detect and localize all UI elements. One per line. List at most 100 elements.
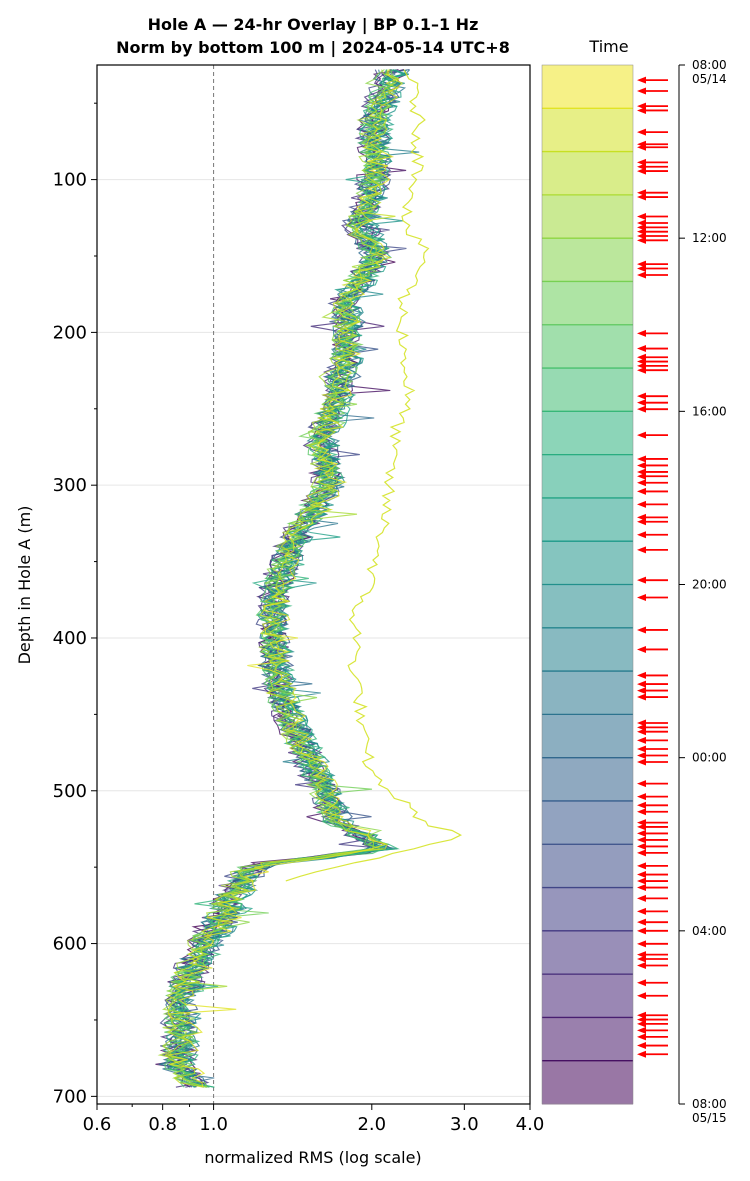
colorbar-tick-label: 16:00 bbox=[692, 404, 727, 418]
colorbar-band bbox=[542, 65, 633, 109]
event-arrow-head bbox=[637, 479, 646, 487]
colorbar-band bbox=[542, 238, 633, 282]
x-tick-label: 0.8 bbox=[148, 1114, 177, 1135]
x-tick-label: 4.0 bbox=[516, 1114, 545, 1135]
colorbar-ticks: 08:0005/1412:0016:0020:0000:0004:0008:00… bbox=[679, 58, 727, 1125]
colorbar-band bbox=[542, 930, 633, 975]
colorbar-band bbox=[542, 454, 633, 499]
event-arrow-head bbox=[637, 264, 646, 272]
colorbar-frame bbox=[541, 64, 634, 1105]
colorbar-band bbox=[542, 714, 633, 759]
hourly-profile-line bbox=[164, 69, 400, 1088]
colorbar-tick-label: 08:00 bbox=[692, 1097, 727, 1111]
colorbar-tick-label: 00:00 bbox=[692, 751, 727, 765]
event-arrow-head bbox=[637, 518, 646, 526]
event-arrow-head bbox=[637, 593, 646, 601]
event-arrow-head bbox=[637, 626, 646, 634]
colorbar-band bbox=[542, 324, 633, 369]
y-tick-label: 500 bbox=[53, 781, 87, 802]
y-axis-label: Depth in Hole A (m) bbox=[15, 506, 34, 665]
colorbar-tick-label: 04:00 bbox=[692, 924, 727, 938]
event-arrow-head bbox=[637, 687, 646, 695]
x-tick-label: 3.0 bbox=[450, 1114, 479, 1135]
event-arrow-head bbox=[637, 1042, 646, 1050]
event-arrow-head bbox=[637, 236, 646, 244]
event-arrow-head bbox=[637, 836, 646, 844]
colorbar-bands bbox=[541, 64, 634, 1105]
x-tick-label: 0.6 bbox=[83, 1114, 112, 1135]
event-arrow-head bbox=[637, 213, 646, 221]
event-arrow-head bbox=[637, 500, 646, 508]
event-arrow-head bbox=[637, 907, 646, 915]
event-arrow-head bbox=[637, 531, 646, 539]
event-arrow-head bbox=[637, 671, 646, 679]
chart-subtitle: Norm by bottom 100 m | 2024-05-14 UTC+8 bbox=[116, 38, 510, 58]
colorbar-band bbox=[542, 281, 633, 326]
event-arrow-head bbox=[637, 399, 646, 407]
y-axis-ticks: 100 200 300 400 500 600 700 bbox=[53, 102, 97, 1107]
colorbar-band bbox=[542, 627, 633, 672]
colorbar-band bbox=[542, 151, 633, 196]
y-tick-label: 300 bbox=[53, 475, 87, 496]
colorbar-band bbox=[542, 974, 633, 1018]
event-arrow-head bbox=[637, 128, 646, 136]
colorbar-tick-date: 05/15 bbox=[692, 1111, 727, 1125]
event-arrow-head bbox=[637, 842, 646, 850]
grid-lines bbox=[97, 179, 530, 1097]
event-arrow-head bbox=[637, 979, 646, 987]
event-arrow-head bbox=[637, 1033, 646, 1041]
event-arrow-head bbox=[637, 927, 646, 935]
event-arrow-head bbox=[637, 576, 646, 584]
event-arrow-head bbox=[637, 645, 646, 653]
event-arrow-head bbox=[637, 87, 646, 95]
x-axis-label: normalized RMS (log scale) bbox=[204, 1148, 421, 1167]
event-arrow-head bbox=[637, 1026, 646, 1034]
event-arrow-head bbox=[637, 829, 646, 837]
colorbar-band bbox=[542, 368, 633, 412]
x-tick-label: 2.0 bbox=[357, 1114, 386, 1135]
colorbar-label: Time bbox=[588, 37, 628, 56]
event-arrow-head bbox=[637, 808, 646, 816]
event-arrow-head bbox=[637, 862, 646, 870]
y-tick-label: 100 bbox=[53, 170, 87, 191]
colorbar-tick-date: 05/14 bbox=[692, 72, 727, 86]
event-arrow-head bbox=[637, 167, 646, 175]
event-arrow-head bbox=[637, 823, 646, 831]
event-arrow-head bbox=[637, 871, 646, 879]
colorbar-band bbox=[542, 887, 633, 932]
event-arrow-head bbox=[637, 693, 646, 701]
colorbar-band bbox=[542, 1017, 633, 1062]
event-arrow-head bbox=[637, 366, 646, 374]
colorbar-band bbox=[542, 800, 633, 845]
event-arrow-head bbox=[637, 106, 646, 114]
hourly-profile-line bbox=[169, 69, 408, 1088]
event-arrow-head bbox=[637, 329, 646, 337]
event-arrow-head bbox=[637, 431, 646, 439]
x-axis-ticks: 0.6 0.8 1.0 2.0 3.0 4.0 bbox=[83, 1104, 545, 1135]
colorbar-tick-label: 12:00 bbox=[692, 231, 727, 245]
event-arrows bbox=[637, 76, 668, 1058]
chart-title: Hole A — 24-hr Overlay | BP 0.1–1 Hz bbox=[148, 15, 479, 35]
event-arrow-head bbox=[637, 894, 646, 902]
y-tick-label: 700 bbox=[53, 1086, 87, 1107]
hourly-profiles bbox=[155, 69, 463, 1088]
colorbar-tick-label: 20:00 bbox=[692, 578, 727, 592]
event-arrow-head bbox=[637, 849, 646, 857]
event-arrow-head bbox=[637, 546, 646, 554]
colorbar-band bbox=[542, 844, 633, 889]
event-arrow-head bbox=[637, 780, 646, 788]
event-arrow-head bbox=[637, 392, 646, 400]
plot-area: 0.6 0.8 1.0 2.0 3.0 4.0 100 200 300 400 500 600 700 bbox=[53, 64, 545, 1135]
colorbar-band bbox=[542, 497, 633, 542]
colorbar-band bbox=[542, 1060, 633, 1105]
colorbar-band bbox=[542, 671, 633, 715]
event-arrow-head bbox=[637, 752, 646, 760]
event-arrow-head bbox=[637, 955, 646, 963]
event-arrow-head bbox=[637, 884, 646, 892]
hourly-profile-line bbox=[167, 69, 404, 1088]
plot-background bbox=[97, 65, 530, 1104]
event-arrow-head bbox=[637, 918, 646, 926]
event-arrow-head bbox=[637, 728, 646, 736]
